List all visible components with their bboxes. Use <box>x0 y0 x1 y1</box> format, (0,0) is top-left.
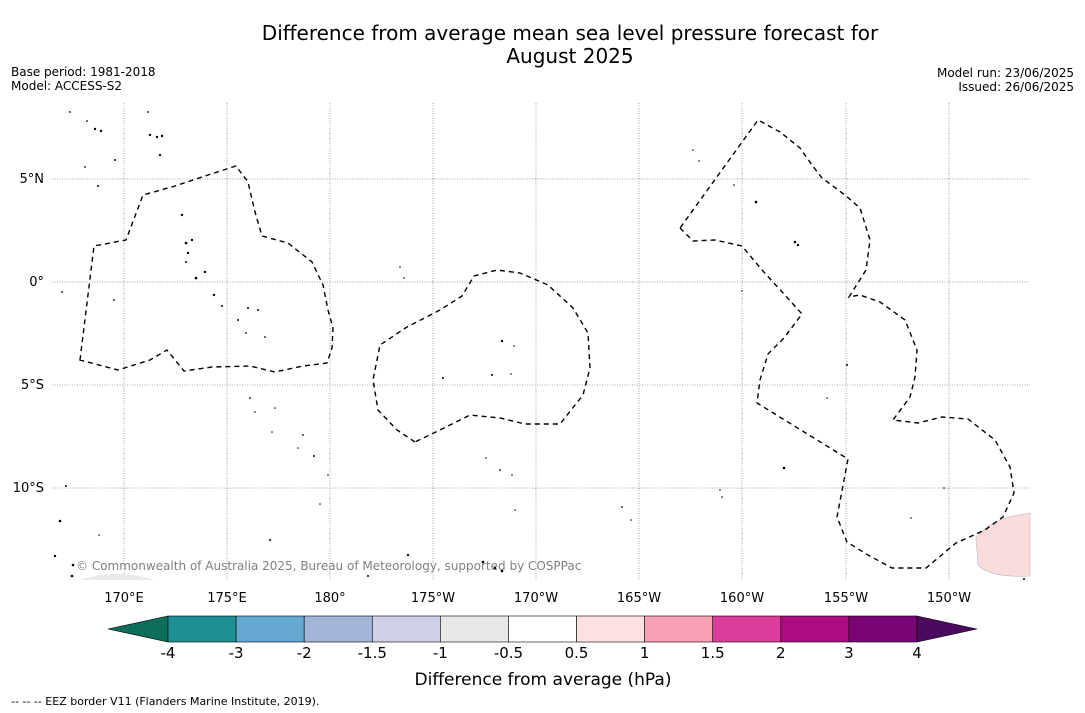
lon-label: 175°W <box>411 591 455 606</box>
lat-label: 5°N <box>20 172 45 187</box>
colorbar-tick-label: 3 <box>844 644 854 662</box>
eez-border-phoenix <box>372 269 591 443</box>
colorbar-bin <box>576 615 645 643</box>
colorbar-tick-label: -3 <box>229 644 244 662</box>
colorbar-bin <box>371 615 441 643</box>
colorbar-tick-label: 2 <box>776 644 786 662</box>
colorbar-title: Difference from average (hPa) <box>415 670 672 690</box>
colorbar: -4 -3 -2 -1.5 -1 -0.5 0.5 1 1.5 2 3 4 Difference fr… <box>107 615 978 690</box>
issued-text: Issued: 26/06/2025 <box>958 80 1074 94</box>
small-islands <box>53 111 1025 580</box>
land-patch <box>80 574 155 580</box>
lat-label: 10°S <box>13 481 44 496</box>
colorbar-tick-label: 4 <box>912 644 922 662</box>
colorbar-tick-label: -2 <box>297 644 312 662</box>
lon-label: 175°E <box>207 591 247 606</box>
eez-border-line-islands <box>679 119 1015 569</box>
colorbar-tick-labels: -4 -3 -2 -1.5 -1 -0.5 0.5 1 1.5 2 3 4 <box>161 644 922 662</box>
colorbar-bin <box>303 615 373 643</box>
eez-borders <box>79 119 1015 569</box>
lat-label: 5°S <box>21 378 44 393</box>
colorbar-bin <box>780 615 850 643</box>
copyright-text: © Commonwealth of Australia 2025, Bureau… <box>76 559 581 573</box>
anomaly-patch <box>975 512 1031 577</box>
colorbar-high-extend <box>916 615 978 643</box>
map-title-line2: August 2025 <box>506 44 634 68</box>
colorbar-tick-label: -1.5 <box>358 644 387 662</box>
colorbar-bin <box>848 615 918 643</box>
colorbar-bins <box>167 615 918 643</box>
colorbar-tick-label: 1.5 <box>701 644 725 662</box>
colorbar-bin <box>167 615 237 643</box>
colorbar-tick-label: -1 <box>433 644 448 662</box>
lon-label: 150°W <box>927 591 971 606</box>
colorbar-tick-label: -4 <box>161 644 176 662</box>
gridlines <box>52 103 1030 580</box>
colorbar-bin <box>508 615 577 643</box>
meta-right: Model run: 23/06/2025 Issued: 26/06/2025 <box>937 66 1074 94</box>
model-text: Model: ACCESS-S2 <box>11 79 123 93</box>
eez-border-kiribati-gilbert <box>79 165 334 373</box>
colorbar-bin <box>712 615 782 643</box>
lon-labels: 170°E 175°E 180° 175°W 170°W 165°W 160°W 155°W 1… <box>104 591 971 606</box>
map-title-line1: Difference from average mean sea level p… <box>261 21 879 45</box>
colorbar-low-extend <box>107 615 169 643</box>
lon-label: 180° <box>314 591 345 606</box>
meta-left: Base period: 1981-2018 Model: ACCESS-S2 <box>11 65 156 93</box>
lat-label: 0° <box>29 275 44 290</box>
lon-label: 160°W <box>720 591 764 606</box>
colorbar-tick-label: -0.5 <box>494 644 523 662</box>
colorbar-tick-label: 1 <box>640 644 650 662</box>
model-run-text: Model run: 23/06/2025 <box>936 66 1074 80</box>
base-period-text: Base period: 1981-2018 <box>11 65 156 79</box>
lon-label: 165°W <box>617 591 661 606</box>
lon-label: 170°W <box>514 591 558 606</box>
lon-label: 170°E <box>104 591 144 606</box>
colorbar-bin <box>235 615 305 643</box>
eez-legend-text: -- -- -- EEZ border V11 (Flanders Marine… <box>11 695 320 708</box>
lat-labels: 5°N 0° 5°S 10°S <box>13 172 44 496</box>
map-title: Difference from average mean sea level p… <box>0 22 1085 68</box>
colorbar-bin <box>440 615 509 643</box>
colorbar-tick-label: 0.5 <box>565 644 589 662</box>
lon-label: 155°W <box>824 591 868 606</box>
colorbar-bin <box>644 615 714 643</box>
